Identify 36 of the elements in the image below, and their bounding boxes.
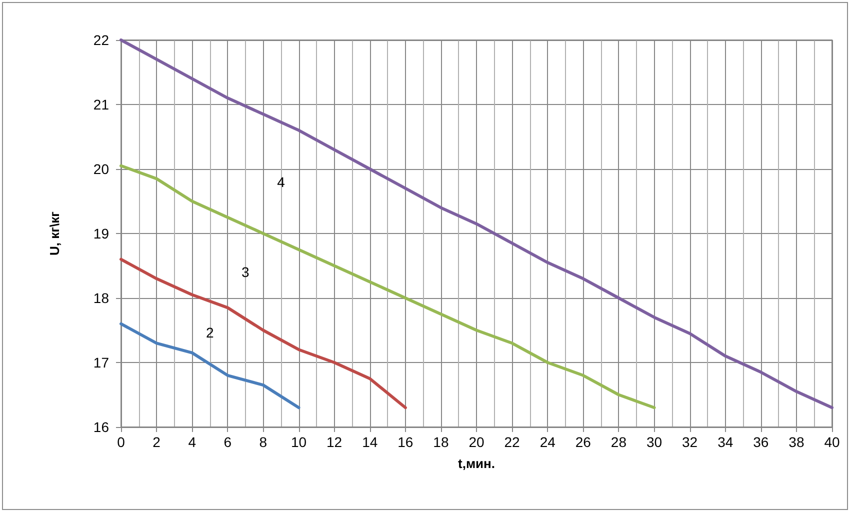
y-tick-label: 19	[93, 226, 110, 242]
annotation: 2	[206, 324, 214, 341]
y-tick-label: 16	[93, 419, 110, 435]
x-tick-label: 8	[259, 434, 268, 450]
x-tick-label: 14	[362, 434, 378, 450]
y-axis-title: U, кг\кг	[47, 210, 62, 256]
x-tick-label: 34	[718, 434, 734, 450]
y-tick-label: 20	[93, 161, 110, 177]
line-series	[120, 258, 407, 410]
x-axis-title: t,мин.	[458, 456, 496, 471]
line-series	[120, 164, 656, 410]
x-tick-label: 0	[117, 434, 126, 450]
annotation: 3	[242, 264, 250, 280]
x-tick-label: 12	[326, 434, 342, 450]
x-tick-label: 16	[398, 434, 414, 450]
y-tick-label: 18	[93, 290, 110, 306]
x-tick-label: 18	[433, 434, 449, 450]
x-tick-label: 26	[575, 434, 592, 450]
x-tick-label: 20	[468, 434, 484, 450]
x-tick-label: 10	[290, 434, 307, 450]
y-tick-label: 17	[93, 354, 110, 370]
x-tick-label: 28	[610, 434, 627, 450]
x-tick-label: 30	[646, 434, 662, 450]
y-tick-label: 22	[93, 32, 110, 48]
x-tick-label: 32	[682, 434, 698, 450]
x-tick-label: 40	[824, 434, 840, 450]
x-tick-label: 4	[188, 434, 196, 450]
x-tick-label: 24	[540, 434, 556, 450]
line-series	[120, 322, 300, 410]
x-tick-label: 6	[224, 434, 232, 450]
x-tick-label: 38	[788, 434, 804, 450]
x-tick-label: 36	[753, 434, 769, 450]
x-tick-label: 22	[504, 434, 520, 450]
y-tick-label: 21	[93, 96, 110, 112]
x-tick-label: 2	[152, 434, 161, 450]
annotation: 4	[277, 174, 286, 190]
